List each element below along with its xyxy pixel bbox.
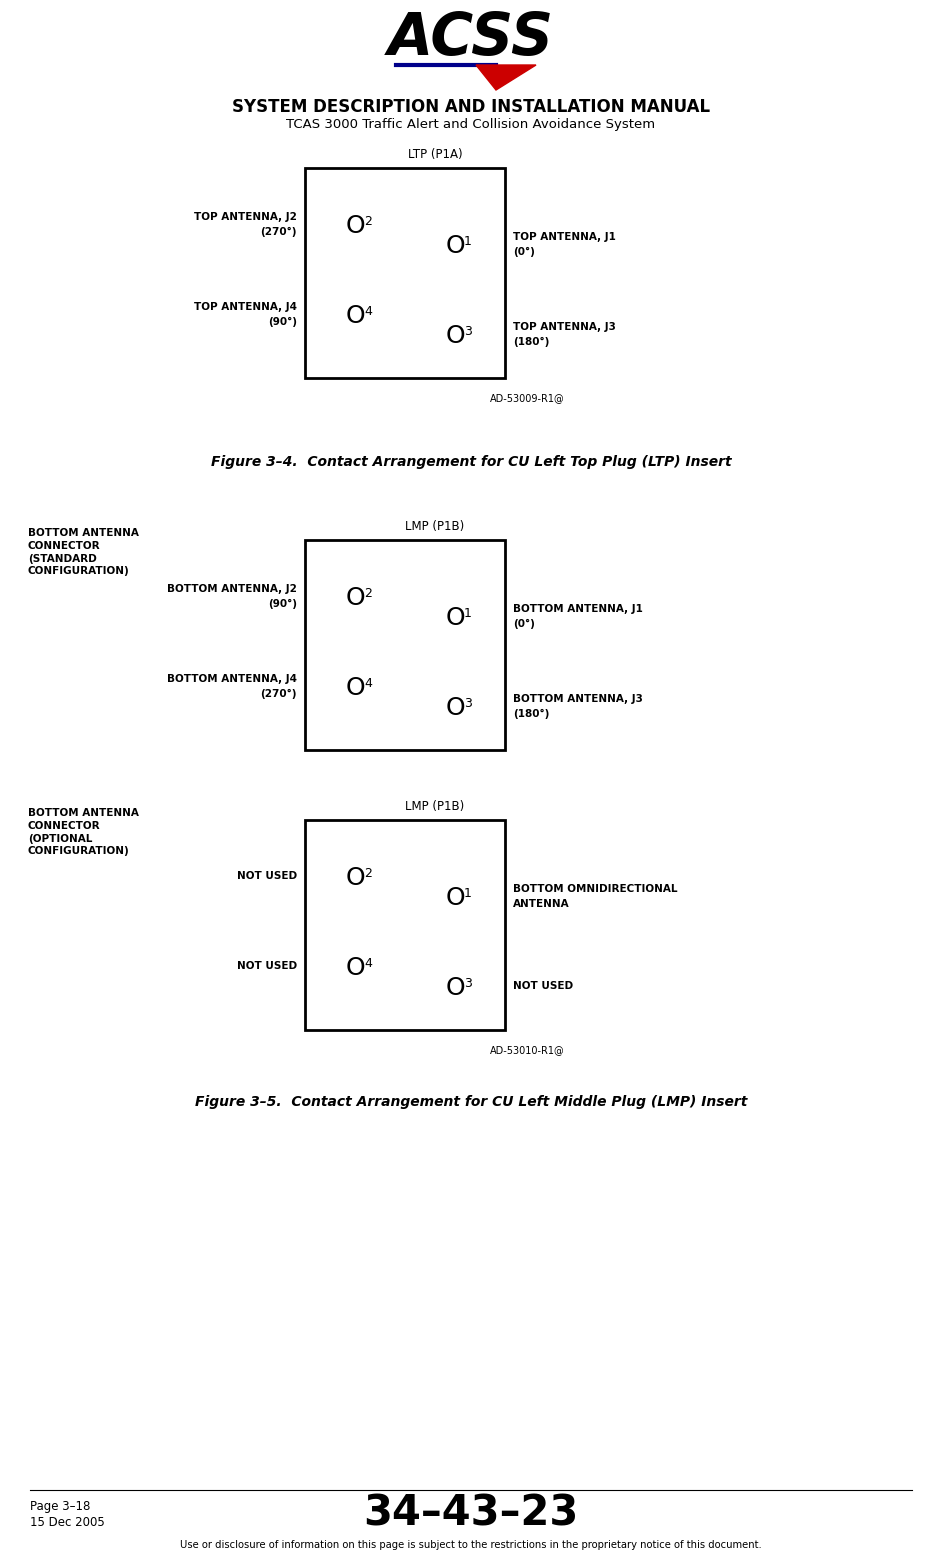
Text: 1: 1 — [464, 888, 472, 900]
Text: O: O — [345, 587, 365, 610]
Text: 1: 1 — [464, 607, 472, 619]
Text: LTP (P1A): LTP (P1A) — [408, 147, 463, 161]
Text: 1: 1 — [464, 234, 472, 248]
Text: NOT USED: NOT USED — [236, 961, 297, 972]
Text: Figure 3–5.  Contact Arrangement for CU Left Middle Plug (LMP) Insert: Figure 3–5. Contact Arrangement for CU L… — [195, 1096, 747, 1110]
Text: (90°): (90°) — [268, 599, 297, 608]
Text: (270°): (270°) — [261, 227, 297, 237]
Text: NOT USED: NOT USED — [513, 981, 573, 992]
Text: 2: 2 — [364, 216, 372, 228]
Text: BOTTOM ANTENNA
CONNECTOR
(OPTIONAL
CONFIGURATION): BOTTOM ANTENNA CONNECTOR (OPTIONAL CONFI… — [28, 809, 138, 857]
Text: 4: 4 — [364, 958, 372, 970]
Bar — [305, 540, 505, 750]
Text: O: O — [345, 866, 365, 889]
Text: 15 Dec 2005: 15 Dec 2005 — [30, 1516, 105, 1529]
Text: 2: 2 — [364, 868, 372, 880]
Text: LMP (P1B): LMP (P1B) — [405, 799, 464, 813]
Bar — [305, 168, 505, 379]
Text: 3: 3 — [464, 697, 472, 709]
Text: O: O — [446, 324, 464, 348]
Text: O: O — [345, 677, 365, 700]
Text: BOTTOM ANTENNA, J3: BOTTOM ANTENNA, J3 — [513, 694, 642, 705]
Text: (270°): (270°) — [261, 689, 297, 698]
Polygon shape — [476, 65, 536, 90]
Text: (90°): (90°) — [268, 317, 297, 327]
Text: (180°): (180°) — [513, 709, 549, 719]
Text: BOTTOM ANTENNA, J1: BOTTOM ANTENNA, J1 — [513, 604, 642, 615]
Text: Use or disclosure of information on this page is subject to the restrictions in : Use or disclosure of information on this… — [180, 1540, 762, 1550]
Text: O: O — [446, 976, 464, 999]
Text: TOP ANTENNA, J4: TOP ANTENNA, J4 — [194, 303, 297, 312]
Text: TOP ANTENNA, J1: TOP ANTENNA, J1 — [513, 231, 616, 242]
Text: BOTTOM ANTENNA, J2: BOTTOM ANTENNA, J2 — [167, 584, 297, 594]
Text: ANTENNA: ANTENNA — [513, 899, 570, 909]
Text: AD-53010-R1@: AD-53010-R1@ — [491, 1044, 565, 1055]
Text: TCAS 3000 Traffic Alert and Collision Avoidance System: TCAS 3000 Traffic Alert and Collision Av… — [286, 118, 656, 130]
Text: SYSTEM DESCRIPTION AND INSTALLATION MANUAL: SYSTEM DESCRIPTION AND INSTALLATION MANU… — [232, 98, 710, 116]
Text: Page 3–18: Page 3–18 — [30, 1499, 90, 1513]
Text: TOP ANTENNA, J3: TOP ANTENNA, J3 — [513, 321, 616, 332]
Text: O: O — [345, 956, 365, 979]
Text: 4: 4 — [364, 677, 372, 691]
Text: (180°): (180°) — [513, 337, 549, 348]
Text: O: O — [345, 304, 365, 327]
Text: 3: 3 — [464, 324, 472, 338]
Text: Figure 3–4.  Contact Arrangement for CU Left Top Plug (LTP) Insert: Figure 3–4. Contact Arrangement for CU L… — [211, 455, 731, 469]
Text: 34–43–23: 34–43–23 — [364, 1491, 578, 1533]
Text: O: O — [446, 886, 464, 909]
Text: ACSS: ACSS — [388, 9, 554, 67]
Text: 2: 2 — [364, 587, 372, 601]
Text: TOP ANTENNA, J2: TOP ANTENNA, J2 — [194, 213, 297, 222]
Text: LMP (P1B): LMP (P1B) — [405, 520, 464, 532]
Text: O: O — [446, 605, 464, 630]
Text: BOTTOM ANTENNA
CONNECTOR
(STANDARD
CONFIGURATION): BOTTOM ANTENNA CONNECTOR (STANDARD CONFI… — [28, 528, 138, 576]
Text: (0°): (0°) — [513, 619, 535, 629]
Text: BOTTOM OMNIDIRECTIONAL: BOTTOM OMNIDIRECTIONAL — [513, 885, 677, 894]
Text: NOT USED: NOT USED — [236, 871, 297, 882]
Text: BOTTOM ANTENNA, J4: BOTTOM ANTENNA, J4 — [167, 674, 297, 684]
Text: AD-53009-R1@: AD-53009-R1@ — [491, 393, 565, 404]
Text: 3: 3 — [464, 978, 472, 990]
Text: 4: 4 — [364, 306, 372, 318]
Text: O: O — [446, 234, 464, 258]
Text: O: O — [345, 214, 365, 237]
Bar — [305, 819, 505, 1031]
Text: O: O — [446, 695, 464, 720]
Text: (0°): (0°) — [513, 247, 535, 258]
